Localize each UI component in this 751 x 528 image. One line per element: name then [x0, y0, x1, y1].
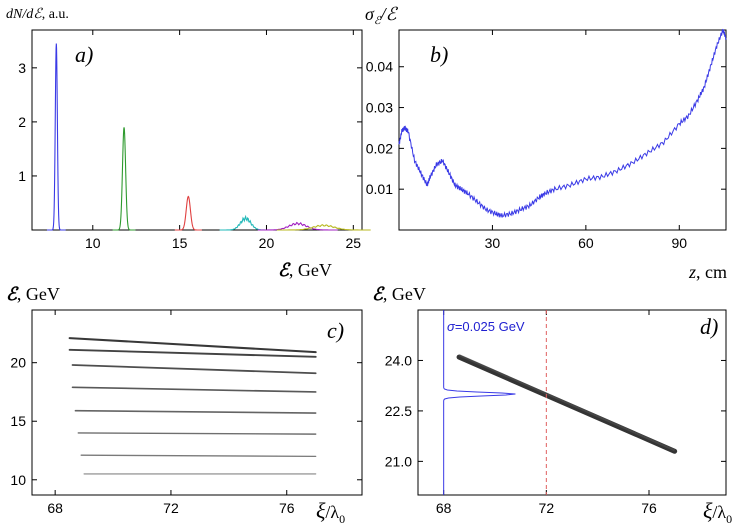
- panel-a-ylabel: dN/dℰ, a.u.: [6, 7, 69, 22]
- spread-line: [398, 28, 727, 218]
- panel-b-xlabel: z, cm: [688, 262, 727, 282]
- x-tick-label: 72: [163, 500, 179, 516]
- bunch-line: [77, 432, 317, 435]
- x-tick-label: 76: [641, 500, 657, 516]
- panel-b-frame: [398, 29, 727, 231]
- y-tick-label: 3: [18, 60, 26, 76]
- y-tick-label: 0.01: [366, 181, 393, 197]
- panel-a-label: a): [75, 42, 93, 67]
- bunch-diagonal-halo: [458, 354, 676, 452]
- panel-d-label: d): [700, 314, 718, 339]
- peak-line-olive: [276, 224, 371, 231]
- panel-d-xlabel: ξ/λ0: [703, 498, 732, 526]
- peak-line-magenta: [257, 221, 338, 231]
- x-tick-label: 25: [346, 235, 362, 251]
- panel-b: 30 60 90 0.01 0.02 0.03 0.04 b) σℰ/ℰ z, cm: [365, 4, 727, 282]
- y-tick-label: 0.04: [366, 59, 393, 75]
- y-tick-label: 10: [10, 472, 26, 488]
- bunch-line: [68, 337, 317, 354]
- panel-a-xlabel: ℰ, GeV: [278, 260, 332, 280]
- x-tick-label: 72: [539, 500, 555, 516]
- panel-c-xlabel: ξ/λ0: [316, 498, 345, 526]
- y-tick-label: 21.0: [385, 453, 412, 469]
- panel-c-frame: [31, 309, 363, 496]
- y-tick-label: 24.0: [385, 352, 412, 368]
- y-tick-label: 22.5: [385, 403, 412, 419]
- peak-line-blue: [46, 43, 66, 231]
- bunch-line: [74, 409, 317, 414]
- panel-c-ylabel: ℰ, GeV: [6, 284, 60, 304]
- panel-c-label: c): [327, 318, 344, 343]
- x-tick-label: 90: [671, 235, 687, 251]
- x-tick-label: 20: [259, 235, 275, 251]
- x-tick-label: 15: [172, 235, 188, 251]
- x-tick-label: 10: [85, 235, 101, 251]
- panel-c: 68 72 76 10 15 20 c) ℰ, GeV ξ/λ0: [6, 284, 363, 526]
- bunch-line: [71, 364, 317, 375]
- panel-b-label: b): [430, 42, 448, 67]
- y-tick-label: 15: [10, 413, 26, 429]
- x-tick-label: 68: [436, 500, 452, 516]
- y-tick-label: 1: [18, 168, 26, 184]
- y-tick-label: 0.03: [366, 100, 393, 116]
- y-tick-label: 0.02: [366, 140, 393, 156]
- panel-d-annotation: σ=0.025 GeV: [447, 319, 525, 334]
- panel-d: 68 72 76 21.0 22.5 24.0 d) σ=0.025 GeV ℰ, GeV…: [372, 284, 732, 526]
- x-tick-label: 60: [578, 235, 594, 251]
- y-tick-label: 20: [10, 355, 26, 371]
- panel-a: 10 15 20 25 1 2 3 a) dN/dℰ, a.u. ℰ, GeV: [6, 7, 371, 280]
- panel-d-ylabel: ℰ, GeV: [372, 284, 426, 304]
- peak-line-green: [112, 127, 136, 231]
- x-tick-label: 68: [47, 500, 63, 516]
- panel-b-ylabel: σℰ/ℰ: [365, 4, 399, 27]
- bunch-line: [80, 454, 317, 458]
- energy-distribution-line: [443, 310, 516, 495]
- x-tick-label: 30: [485, 235, 501, 251]
- peak-line-red: [174, 195, 202, 231]
- bunch-line: [68, 348, 317, 358]
- panel-d-frame: [417, 309, 727, 496]
- bunch-line: [71, 386, 317, 393]
- y-tick-label: 2: [18, 114, 26, 130]
- peak-line-cyan: [219, 214, 272, 231]
- bunch-diagonal: [456, 354, 678, 454]
- x-tick-label: 76: [279, 500, 295, 516]
